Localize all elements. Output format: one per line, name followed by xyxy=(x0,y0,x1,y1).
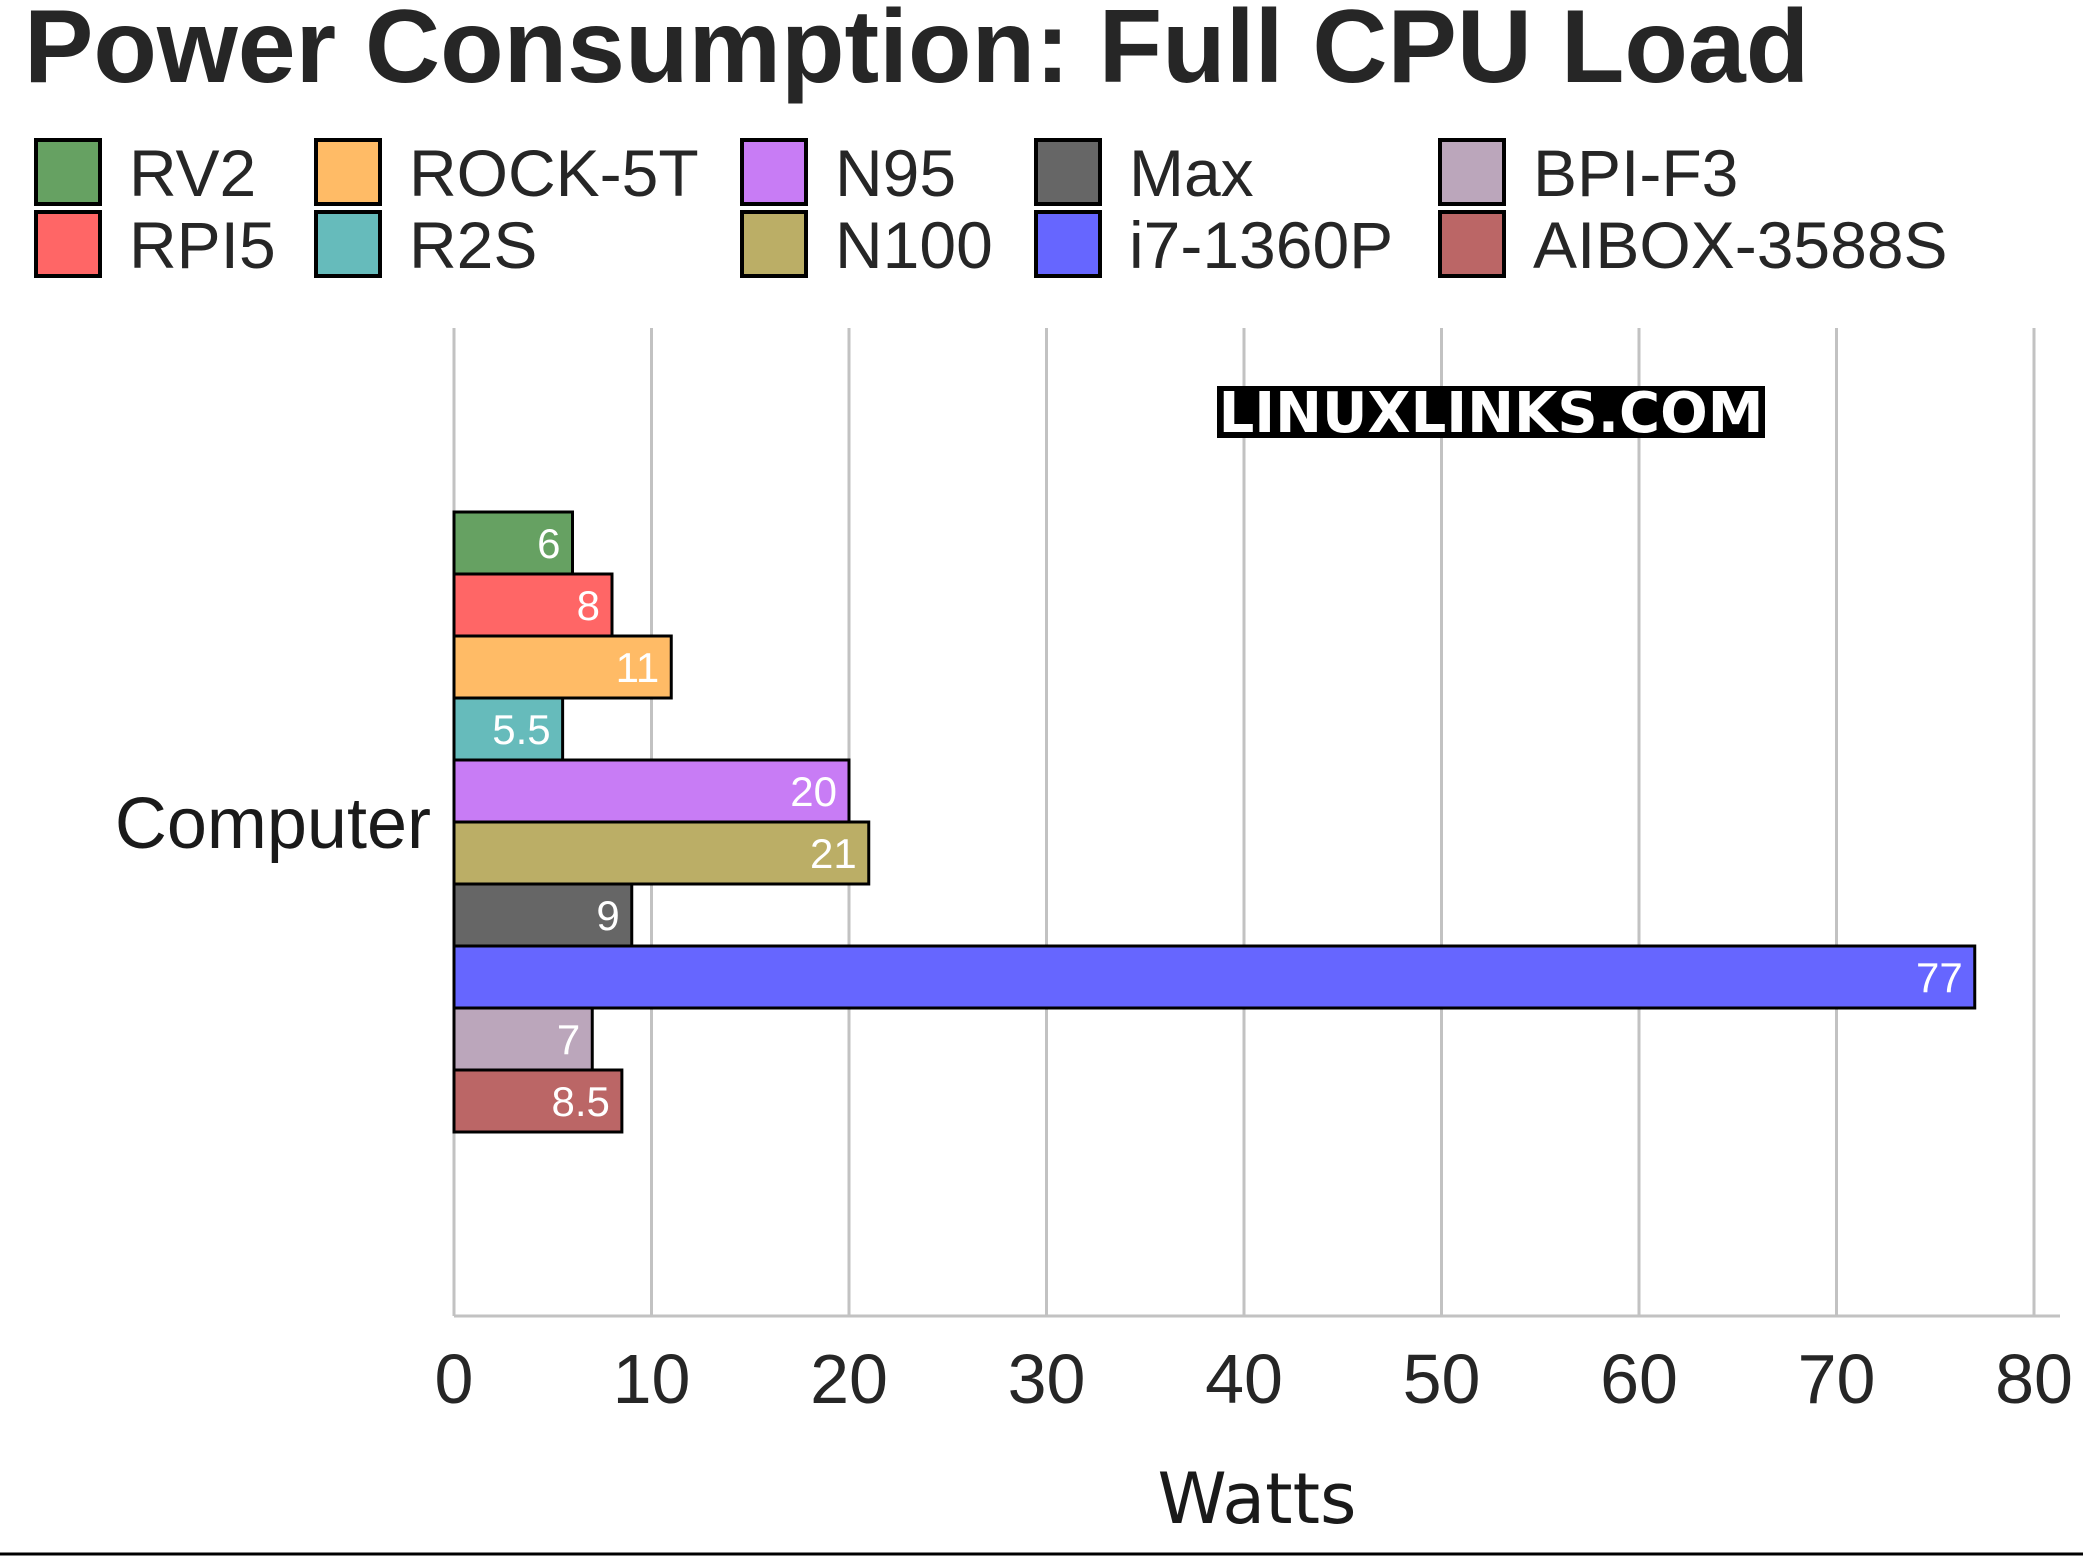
legend-swatch xyxy=(740,210,808,278)
x-tick-label: 60 xyxy=(1600,1340,1678,1418)
watermark: LINUXLINKS.COM xyxy=(1217,381,1765,446)
bar-value-label: 9 xyxy=(596,892,619,939)
legend-label: RV2 xyxy=(129,136,256,210)
legend-swatch xyxy=(1034,210,1102,278)
legend-label: i7-1360P xyxy=(1129,208,1393,282)
x-tick-label: 30 xyxy=(1008,1340,1086,1418)
bar-n100 xyxy=(452,820,871,886)
x-tick-label: 40 xyxy=(1205,1340,1283,1418)
bar-value-label: 7 xyxy=(557,1016,580,1063)
bar-aibox-3588s xyxy=(452,1068,624,1134)
bar-value-label: 20 xyxy=(790,768,837,815)
bar-n95 xyxy=(452,758,851,824)
legend-swatch xyxy=(1438,138,1506,206)
legend-swatch xyxy=(314,210,382,278)
x-tick-label: 70 xyxy=(1798,1340,1876,1418)
legend-label: R2S xyxy=(409,208,537,282)
x-tick-label: 80 xyxy=(1995,1340,2073,1418)
legend-swatch xyxy=(1438,210,1506,278)
x-tick-label: 10 xyxy=(613,1340,691,1418)
legend-label: RPI5 xyxy=(129,208,276,282)
grid xyxy=(452,328,2060,1318)
x-axis-label: Watts xyxy=(1158,1458,1357,1540)
bar-value-label: 8.5 xyxy=(551,1078,609,1125)
bar-value-label: 6 xyxy=(537,520,560,567)
legend-label: N100 xyxy=(835,208,993,282)
bar-bpi-f3 xyxy=(452,1006,594,1072)
x-tick-label: 0 xyxy=(435,1340,474,1418)
bar-max xyxy=(452,882,634,948)
legend-label: BPI-F3 xyxy=(1533,136,1738,210)
legend-swatch xyxy=(740,138,808,206)
x-axis-ticks: 0 10 20 30 40 50 60 70 80 xyxy=(435,1340,2073,1418)
bar-r2s xyxy=(452,696,565,762)
legend-swatch xyxy=(34,138,102,206)
chart-title: Power Consumption: Full CPU Load xyxy=(24,0,1809,105)
bar-value-label: 77 xyxy=(1916,954,1963,1001)
category-label: Computer xyxy=(115,784,431,864)
legend-swatch xyxy=(314,138,382,206)
x-tick-label: 20 xyxy=(810,1340,888,1418)
legend-label: AIBOX-3588S xyxy=(1533,208,1948,282)
bar-value-label: 21 xyxy=(810,830,857,877)
legend-label: ROCK-5T xyxy=(409,136,699,210)
bar-rv2 xyxy=(452,510,574,576)
bar-rpi5 xyxy=(452,572,614,638)
bar-value-label: 8 xyxy=(577,582,600,629)
legend-swatch xyxy=(1034,138,1102,206)
watermark-text: LINUXLINKS.COM xyxy=(1219,381,1764,446)
legend-label: Max xyxy=(1129,136,1254,210)
bar-value-label: 5.5 xyxy=(492,706,550,753)
watermark-background xyxy=(1217,386,1765,438)
bars xyxy=(452,510,1977,1134)
bar-value-label: 11 xyxy=(616,644,660,691)
legend-swatch xyxy=(34,210,102,278)
bar-i7-1360p xyxy=(452,944,1977,1010)
legend-label: N95 xyxy=(835,136,956,210)
x-tick-label: 50 xyxy=(1403,1340,1481,1418)
